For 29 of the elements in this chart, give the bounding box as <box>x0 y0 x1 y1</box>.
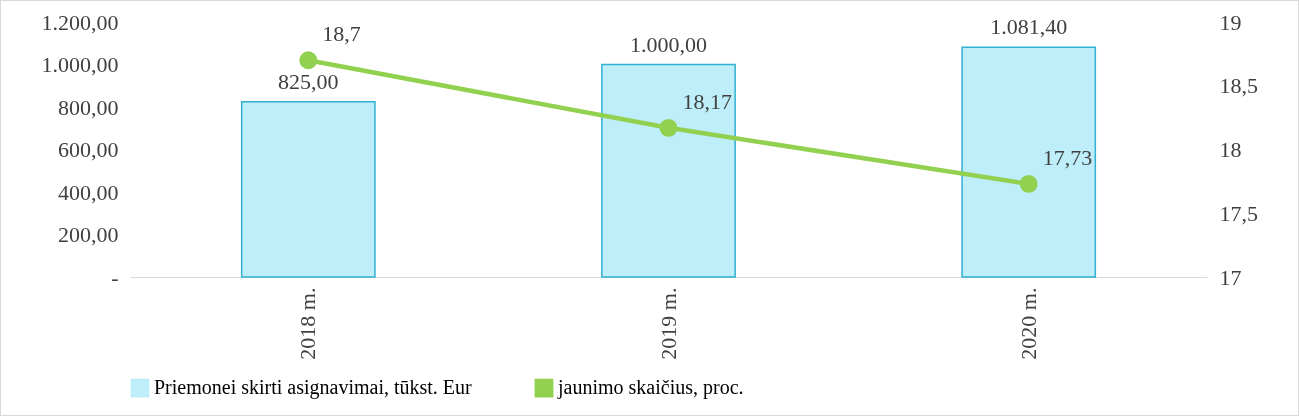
data-label: 1.081,40 <box>990 14 1068 40</box>
bar <box>961 46 1097 278</box>
data-label: 18,17 <box>682 88 732 114</box>
x-tick-label: 2019 m. <box>655 287 681 360</box>
y-tick-label: 800,00 <box>58 94 119 120</box>
data-label: 17,73 <box>1042 144 1093 170</box>
y2-tick-label: 18,5 <box>1219 73 1258 99</box>
y-tick-label: 400,00 <box>58 179 119 205</box>
y2-tick-label: 17 <box>1219 264 1242 290</box>
x-tick-label: 2020 m. <box>1015 287 1041 360</box>
data-label: 18,7 <box>322 21 361 47</box>
bar <box>240 100 376 278</box>
x-tick-label: 2018 m. <box>295 287 321 360</box>
y2-tick-label: 18 <box>1219 137 1242 162</box>
y-tick-label: 1.200,00 <box>41 9 119 35</box>
data-label: 1.000,00 <box>630 31 707 57</box>
legend-label: jaunimo skaičius, proc. <box>557 376 744 400</box>
y-tick-label: 200,00 <box>58 222 119 247</box>
y2-tick-label: 17,5 <box>1219 200 1258 226</box>
point <box>1019 175 1038 193</box>
y2-tick-label: 19 <box>1219 9 1242 35</box>
data-label: 825,00 <box>278 68 339 94</box>
point <box>659 118 678 137</box>
bar <box>601 63 736 278</box>
y-tick-label: 1.000,00 <box>41 52 119 77</box>
y-tick-label: - <box>111 264 119 290</box>
legend-label: Priemonei skirti asignavimai, tūkst. Eur <box>154 376 473 400</box>
y-tick-label: 600,00 <box>58 137 119 162</box>
point <box>299 51 318 70</box>
